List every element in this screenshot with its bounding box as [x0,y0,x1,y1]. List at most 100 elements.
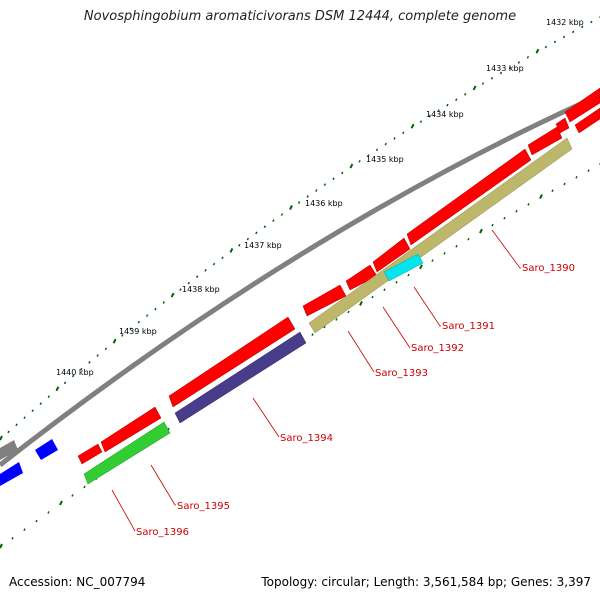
ruler-tick [571,30,575,34]
footer-stats: Topology: circular; Length: 3,561,584 bp… [261,575,591,589]
ruler-tick [80,367,83,371]
gene-label[interactable]: Saro_1396 [136,527,189,538]
ruler-tick [121,334,124,337]
forward-feature[interactable] [406,148,532,246]
gene-saro-1394[interactable] [174,331,307,424]
ruler-tick [39,402,42,406]
ruler-tick [407,273,410,277]
ruler-tick [358,159,361,163]
ruler-tick [517,61,521,64]
ruler-tick [499,71,503,75]
ruler-tick [553,40,557,44]
ruler-tick [154,307,157,311]
inner-ruler [0,162,600,549]
gene-leader-line [347,330,375,373]
gene-label[interactable]: Saro_1392 [411,343,464,354]
ruler-tick [7,430,10,434]
ruler-label: 1437 kbp [244,241,282,250]
ruler-tick [187,281,190,285]
forward-feature[interactable] [372,237,411,273]
ruler-tick [437,109,440,112]
ruler-tick [71,374,75,378]
ruler-tick [419,120,423,123]
forward-feature[interactable] [555,117,570,134]
partial-feature-blue[interactable] [0,462,23,486]
ruler-tick [315,189,318,192]
ruler-tick [481,82,485,85]
ruler-tick [371,295,374,299]
gene-saro-1395[interactable] [83,421,171,485]
gene-label[interactable]: Saro_1390 [522,263,575,274]
ruler-label: 1438 kbp [182,285,220,294]
ruler-tick [393,137,396,140]
ruler-label: 1433 kbp [486,64,524,73]
gene-label[interactable]: Saro_1393 [375,368,428,379]
ruler-tick [527,203,530,206]
ruler-tick [508,66,512,70]
genome-backbone [0,92,600,467]
ruler-tick [515,209,518,213]
map-title: Novosphingobium aromaticivorans DSM 1244… [83,9,517,24]
gene-saro-1390[interactable] [308,137,573,334]
ruler-tick [11,536,14,540]
ruler-tick [0,435,3,441]
ruler-tick [47,511,50,514]
ruler-tick [410,123,415,129]
ruler-tick [575,175,578,179]
ruler-tick [15,423,18,427]
forward-feature[interactable] [100,406,162,453]
ruler-tick [539,194,543,199]
gene-label[interactable]: Saro_1391 [442,321,495,332]
ruler-tick [47,395,50,399]
ruler-tick [587,169,590,172]
ruler-tick [170,292,175,298]
ruler-tick [402,131,405,135]
ruler-tick [63,381,67,385]
forward-feature[interactable] [527,126,563,156]
ruler-tick [71,494,74,497]
ruler-tick [443,252,446,255]
ruler-tick [384,142,387,146]
gene-saro-1391[interactable] [383,253,424,282]
ruler-label: 1434 kbp [426,110,464,119]
partial-feature-blue[interactable] [35,439,58,460]
forward-feature[interactable] [302,284,347,317]
ruler-tick [323,325,326,329]
ruler-tick [246,237,250,241]
ruler-tick [112,338,117,344]
ruler-tick [349,163,354,169]
ruler-tick [551,189,554,193]
ruler-tick [562,35,566,39]
partial-feature-gray[interactable] [0,440,18,460]
ruler-tick [297,201,301,204]
ruler-tick [55,386,60,392]
gene-label[interactable]: Saro_1395 [177,501,230,512]
forward-feature[interactable] [168,316,296,408]
ruler-tick [263,225,267,229]
ruler-tick [332,177,335,181]
ruler-tick [464,92,467,96]
ruler-tick [367,154,370,157]
ruler-tick [428,114,431,118]
forward-feature[interactable] [574,107,600,134]
ruler-tick [23,416,26,420]
ruler-tick [0,543,3,549]
ruler-tick [347,310,350,314]
ruler-tick [455,244,458,248]
ruler-tick [289,205,293,210]
forward-feature[interactable] [564,87,600,123]
gene-leader-line [413,286,441,327]
ruler-tick [419,264,423,270]
ruler-tick [375,148,379,152]
ruler-tick [431,259,434,262]
gene-leader-line [252,397,280,438]
ruler-tick [581,25,584,29]
ruler-tick [31,409,34,413]
gene-label[interactable]: Saro_1394 [280,433,333,444]
forward-feature[interactable] [77,443,103,465]
ruler-tick [88,361,91,364]
ruler-label: 1436 kbp [305,199,343,208]
ruler-tick [455,98,458,102]
ruler-tick [341,171,344,175]
